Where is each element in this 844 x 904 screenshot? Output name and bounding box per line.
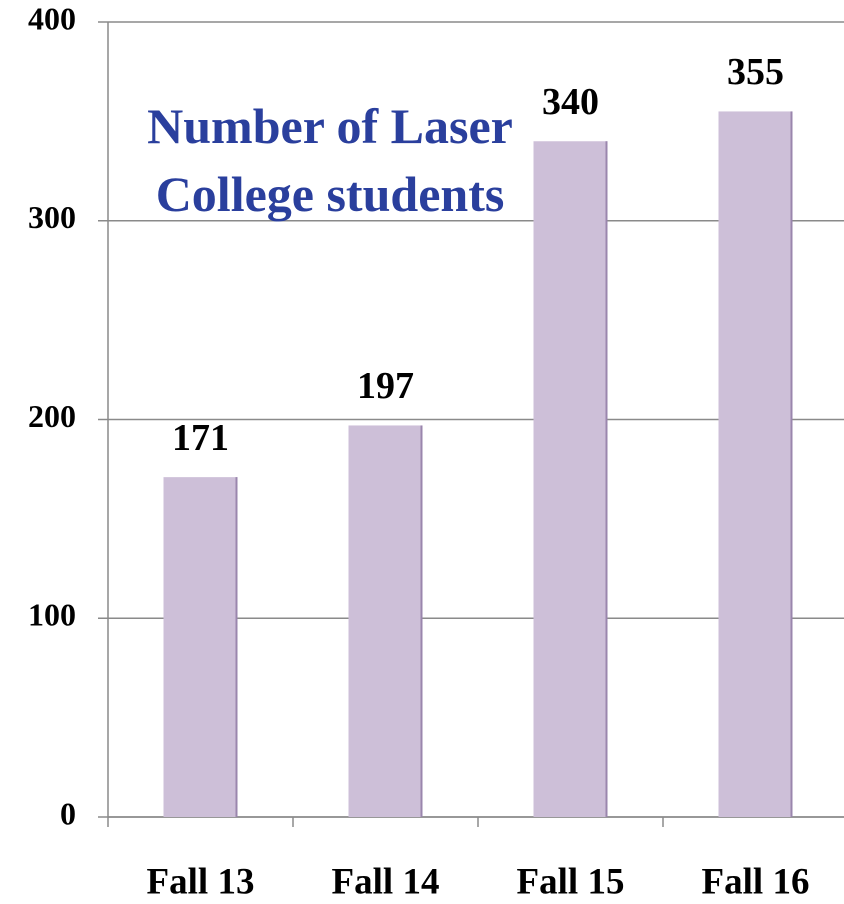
bar (718, 111, 793, 817)
y-tick-label: 100 (28, 597, 76, 633)
bar (348, 425, 423, 817)
bar-edge (605, 141, 608, 817)
bar-edge (235, 477, 238, 817)
data-label: 340 (542, 81, 599, 123)
y-tick-label: 200 (28, 398, 76, 434)
bar (163, 477, 238, 817)
y-tick-label: 0 (60, 795, 76, 831)
x-tick-label: Fall 14 (332, 861, 440, 902)
data-label: 171 (172, 417, 229, 459)
x-tick-label: Fall 15 (517, 861, 625, 902)
x-tick-label: Fall 16 (702, 861, 810, 902)
y-tick-label: 400 (28, 0, 76, 36)
bar-edge (790, 111, 793, 817)
bar (533, 141, 608, 817)
data-label: 355 (727, 51, 784, 93)
x-tick-label: Fall 13 (147, 861, 255, 902)
bar-edge (420, 425, 423, 817)
chart-title: Number of Laser College students (147, 98, 513, 222)
data-label: 197 (357, 365, 414, 407)
y-tick-label: 300 (28, 199, 76, 235)
